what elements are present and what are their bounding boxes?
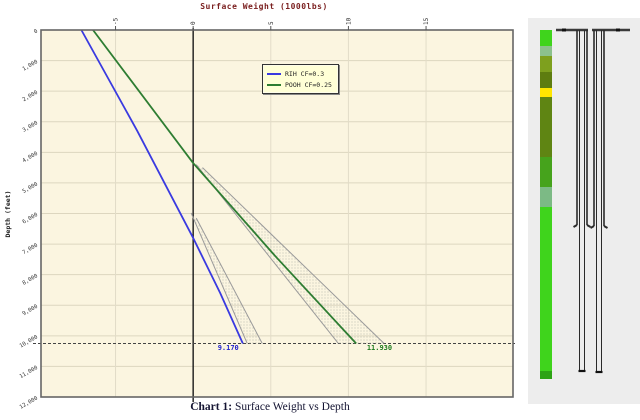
legend-label-pooh: POOH CF=0.25 [285,80,332,89]
x-tick-label: -5 [113,17,120,25]
y-tick-label: 7,000 [22,243,39,256]
lithology-segment [540,187,552,207]
caption-text: Surface Weight vs Depth [232,401,350,413]
rih-line-swatch [267,72,281,75]
chart-caption: Chart 1: Surface Weight vs Depth [0,401,540,413]
chart-title: Surface Weight (1000lbs) [200,2,328,11]
lithology-segment [540,97,552,157]
legend-label-rih: RIH CF=0.3 [285,69,325,78]
y-tick-label: 2,000 [22,90,39,103]
x-tick-label: 0 [190,21,197,25]
y-tick-label: 5,000 [22,181,39,194]
y-tick-label: 3,000 [22,120,39,133]
x-tick-label: 5 [268,21,275,25]
lithology-segment [540,207,552,371]
y-tick-label: 10,000 [19,334,39,349]
lithology-segment [540,157,552,187]
y-axis-title: Depth (feet) [4,191,12,238]
lithology-segment [540,30,552,46]
chart-legend: RIH CF=0.3 POOH CF=0.25 [262,64,339,94]
y-tick-label: 4,000 [22,151,39,164]
x-tick-label: 15 [423,17,430,25]
casing-string [556,28,591,373]
lithology-segment [540,371,552,379]
plot-border [40,29,514,398]
legend-entry-rih: RIH CF=0.3 [267,68,332,79]
envelope-line [190,212,248,344]
envelope-line [195,217,263,344]
envelope-band [196,164,385,344]
pooh-line-swatch [267,83,281,86]
envelope-line [202,167,385,344]
casing-string [590,28,630,374]
lithology-segment [540,88,552,97]
legend-entry-pooh: POOH CF=0.25 [267,79,332,90]
y-tick-label: 8,000 [22,273,39,286]
caption-number: Chart 1: [190,401,233,413]
x-tick-label: 10 [345,17,352,25]
end-value-label: 11.930 [367,344,392,352]
series-line-rih [80,29,244,344]
lithology-segment [540,72,552,88]
lithology-segment [540,56,552,72]
series-line-pooh [92,29,357,345]
y-tick-label: 9,000 [22,304,39,317]
y-tick-label: 0 [33,29,39,36]
envelope-band [191,212,263,344]
y-tick-label: 1,000 [22,59,39,72]
y-tick-label: 11,000 [19,365,39,380]
lithology-segment [540,46,552,56]
y-tick-label: 6,000 [22,212,39,225]
end-value-label: 9.170 [218,344,239,352]
